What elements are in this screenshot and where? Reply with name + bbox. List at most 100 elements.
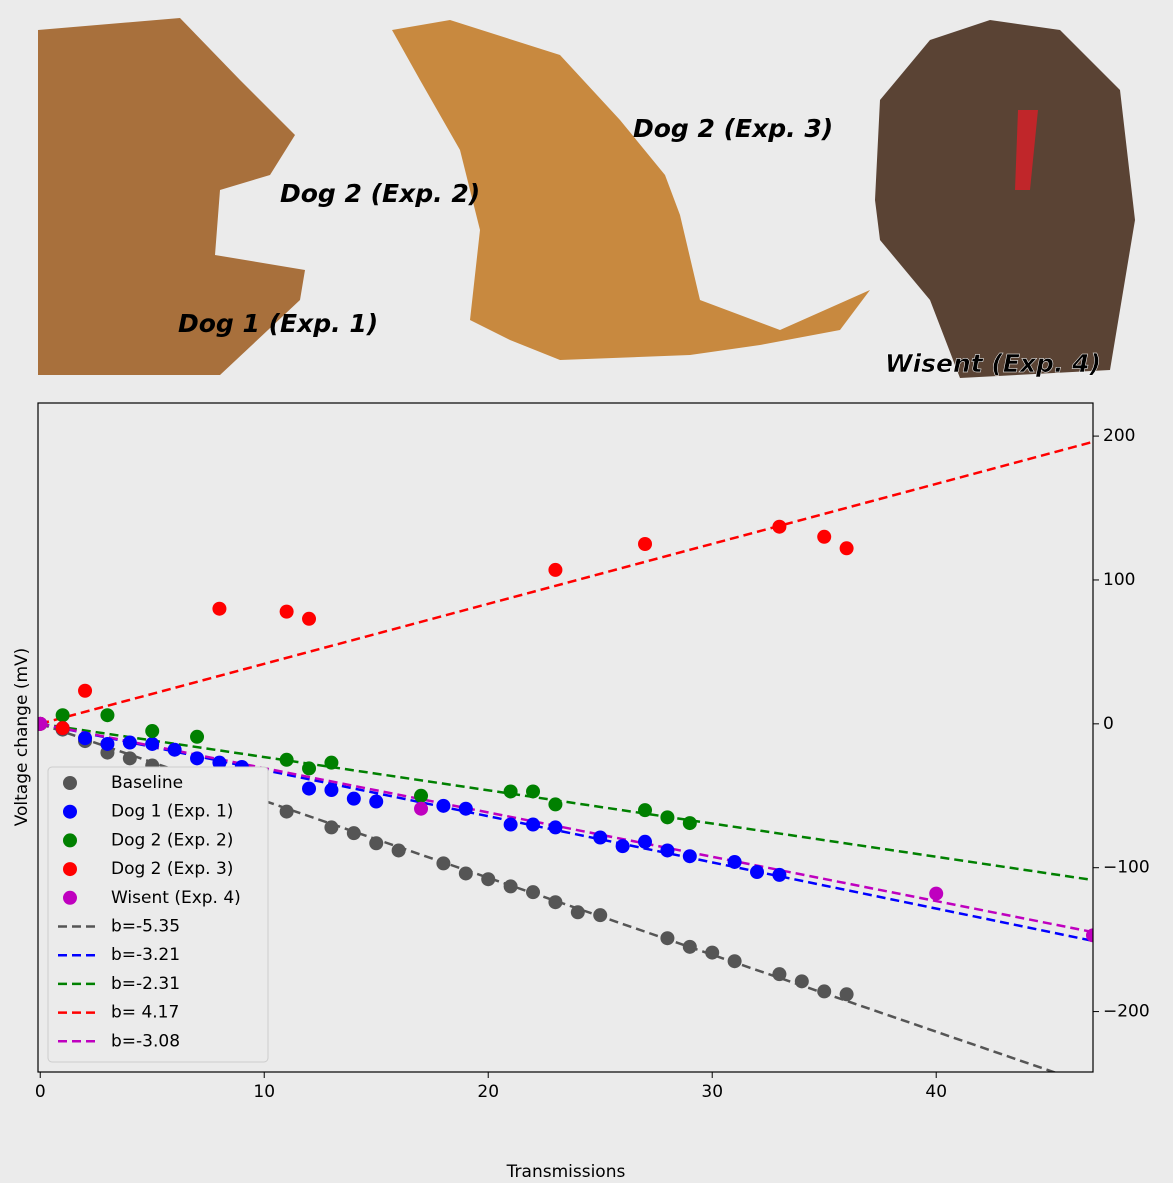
point — [391, 843, 406, 858]
legend-label: Baseline — [111, 773, 183, 793]
point — [346, 791, 361, 806]
photo-label: Wisent (Exp. 4) — [885, 349, 1101, 378]
point — [817, 984, 832, 999]
point — [682, 849, 697, 864]
point — [302, 781, 317, 796]
point — [660, 810, 675, 825]
point — [503, 817, 518, 832]
plot-content — [38, 440, 1093, 1072]
point — [638, 803, 653, 818]
point — [38, 716, 48, 731]
x-axis-label: Transmissions — [506, 1162, 626, 1182]
legend-label: b=-2.31 — [111, 974, 180, 994]
legend-marker — [63, 862, 77, 877]
point — [526, 885, 541, 900]
point — [167, 742, 182, 757]
point — [593, 908, 608, 923]
point — [414, 801, 429, 816]
y-tick-label: −100 — [1103, 858, 1150, 878]
fit-line — [39, 722, 1093, 943]
point — [122, 751, 137, 766]
legend-label: Wisent (Exp. 4) — [111, 888, 241, 908]
plot-frame — [37, 402, 1094, 1073]
point — [638, 834, 653, 849]
point — [705, 945, 720, 960]
point — [660, 843, 675, 858]
point — [145, 736, 160, 751]
point — [548, 797, 563, 812]
point — [839, 987, 854, 1002]
photo-dog-1 — [38, 18, 305, 375]
fit-line — [40, 722, 1093, 882]
point — [212, 601, 227, 616]
point — [279, 604, 294, 619]
point — [190, 729, 205, 744]
point — [772, 519, 787, 534]
point — [772, 867, 787, 882]
legend: Baseline Dog 1 (Exp. 1) Dog 2 (Exp. 2) Dog … — [47, 766, 269, 1063]
point — [794, 974, 809, 989]
point — [55, 721, 70, 736]
point — [481, 872, 496, 887]
photo-wisent-collar — [1015, 110, 1038, 190]
point — [638, 536, 653, 551]
x-tick-label: 20 — [477, 1082, 499, 1102]
point — [436, 856, 451, 871]
point — [279, 804, 294, 819]
point — [302, 611, 317, 626]
point — [302, 761, 317, 776]
point — [436, 798, 451, 813]
point — [503, 879, 518, 894]
point — [727, 854, 742, 869]
point — [503, 784, 518, 799]
y-axis-label: Voltage change (mV) — [12, 648, 32, 827]
point — [682, 816, 697, 831]
point — [78, 731, 93, 746]
y-tick-label: 0 — [1103, 714, 1114, 734]
legend-label: b=-5.35 — [111, 917, 180, 937]
photo-label: Dog 2 (Exp. 2) — [280, 179, 480, 208]
legend-label: b=-3.08 — [111, 1031, 180, 1051]
legend-marker — [63, 890, 77, 905]
legend-label: Dog 2 (Exp. 2) — [111, 830, 233, 850]
legend-box — [47, 766, 269, 1063]
point — [615, 839, 630, 854]
point — [458, 801, 473, 816]
y-tick-label: −200 — [1103, 1002, 1150, 1022]
photo-label: Dog 1 (Exp. 1) — [178, 309, 378, 338]
point — [570, 905, 585, 920]
point — [122, 735, 137, 750]
point — [593, 830, 608, 845]
point — [100, 736, 115, 751]
point — [324, 755, 339, 770]
x-tick-label: 30 — [701, 1082, 723, 1102]
y-tick-label: 100 — [1103, 570, 1135, 590]
point — [526, 784, 541, 799]
photo-label: Dog 2 (Exp. 3) — [633, 114, 833, 143]
photo-dog-2 — [392, 20, 870, 360]
point — [839, 541, 854, 556]
point — [55, 708, 70, 723]
point — [817, 529, 832, 544]
x-tick-label: 40 — [925, 1082, 947, 1102]
point — [682, 939, 697, 954]
y-tick-label: 200 — [1103, 426, 1135, 446]
point — [548, 820, 563, 835]
point — [346, 826, 361, 841]
x-tick-label: 10 — [253, 1082, 275, 1102]
point — [458, 866, 473, 881]
point — [772, 967, 787, 982]
point — [526, 817, 541, 832]
legend-marker — [63, 833, 77, 848]
fit-line — [39, 722, 1093, 934]
legend-label: Dog 2 (Exp. 3) — [111, 859, 233, 879]
point — [369, 794, 384, 809]
legend-label: Dog 1 (Exp. 1) — [111, 802, 233, 822]
point — [279, 752, 294, 767]
point — [369, 836, 384, 851]
point — [548, 895, 563, 910]
point — [78, 683, 93, 698]
legend-label: b=-3.21 — [111, 945, 180, 965]
